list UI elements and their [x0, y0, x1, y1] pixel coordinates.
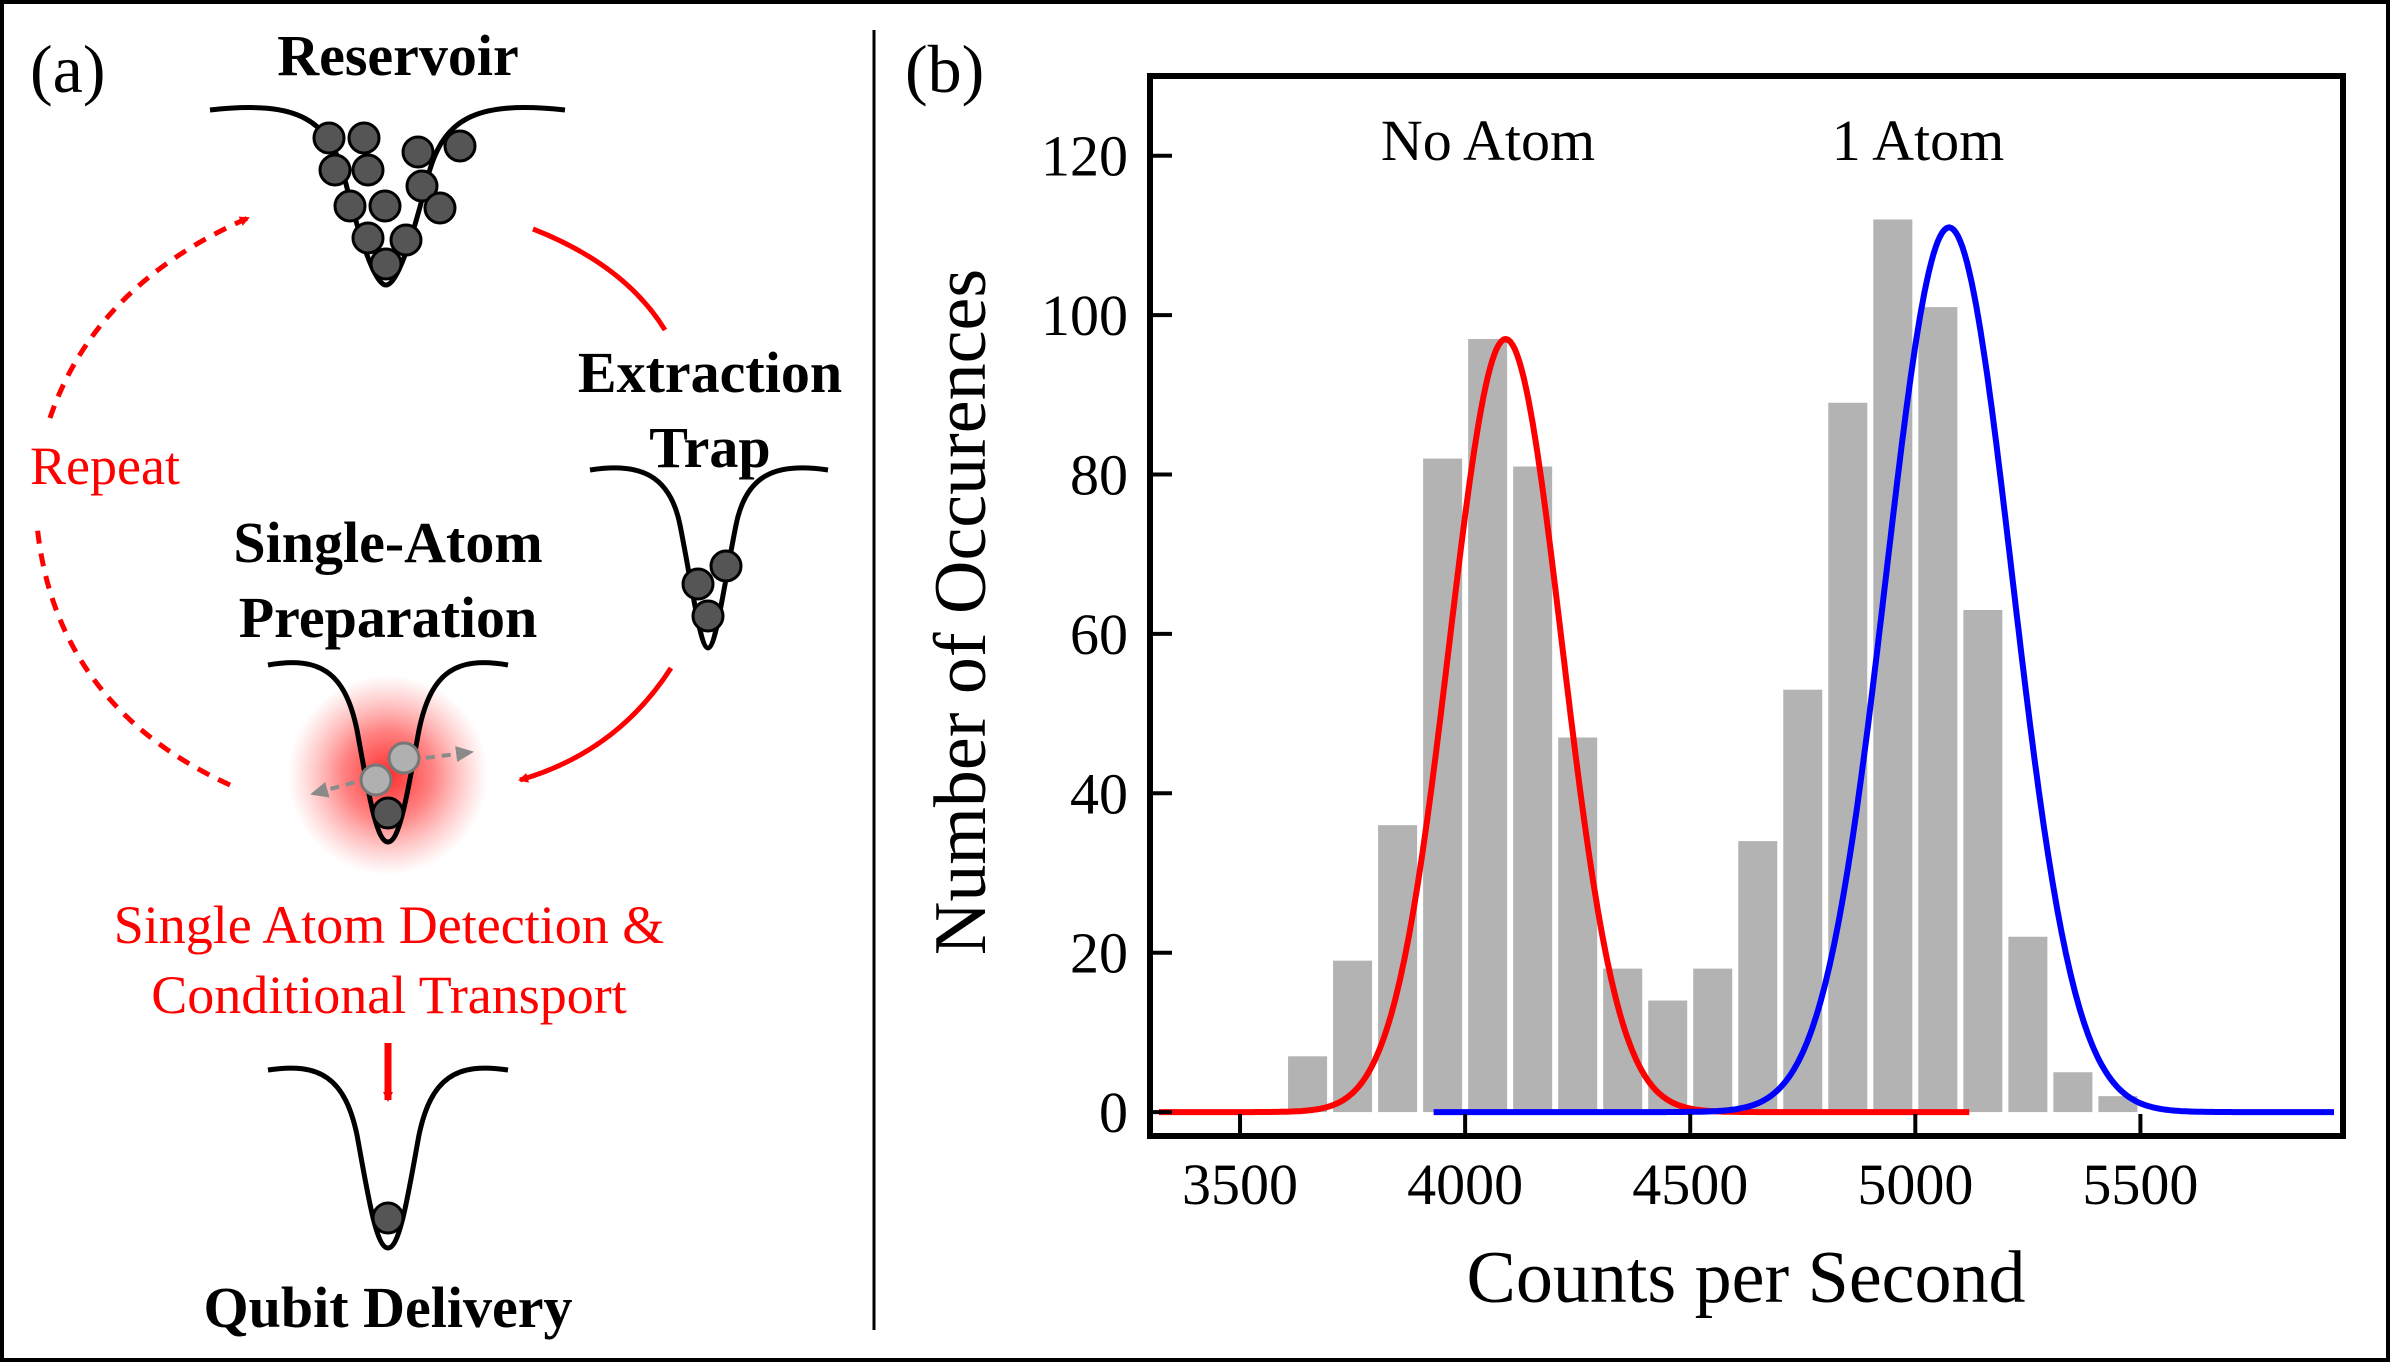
fit-curve-no-atom: [1159, 335, 1970, 1116]
histogram-bar: [1333, 960, 1373, 1113]
histogram-bar: [2098, 1096, 2138, 1113]
histogram-bar: [1288, 1056, 1328, 1113]
extraction-label-2: Trap: [649, 415, 770, 480]
histogram-bar: [1558, 737, 1598, 1113]
reservoir-atom: [443, 129, 477, 163]
atom-ghost-left: [359, 763, 393, 797]
plot-frame: [1147, 73, 2346, 1139]
delivery-label: Qubit Delivery: [204, 1275, 573, 1340]
reservoir-atom: [369, 247, 403, 281]
arrow-extraction-to-preparation: [518, 666, 674, 783]
reservoir-atom: [318, 153, 352, 187]
reservoir-atom: [423, 191, 457, 225]
reservoir-atoms: [312, 121, 477, 281]
x-tick-label: 4000: [1407, 1152, 1523, 1217]
histogram-bar: [1828, 402, 1868, 1113]
detection-label-2: Conditional Transport: [151, 965, 627, 1025]
y-tick-label: 20: [1070, 921, 1128, 986]
y-tick-label: 80: [1070, 442, 1128, 507]
annotation-one-atom: 1 Atom: [1832, 108, 2004, 173]
preparation-label-2: Preparation: [239, 585, 538, 650]
delivery-trap-curve: [267, 1065, 509, 1251]
reservoir-atom: [347, 121, 381, 155]
extraction-trap-curve: [589, 465, 829, 651]
reservoir-atom: [351, 153, 385, 187]
fit-curve-1-atom: [1433, 224, 2334, 1116]
histogram-bar: [1963, 609, 2003, 1113]
histogram-bar: [2008, 936, 2048, 1113]
y-tick-label: 40: [1070, 761, 1128, 826]
arrow-repeat: [34, 524, 232, 788]
arrow-reservoir-to-extraction: [532, 226, 668, 332]
reservoir-label: Reservoir: [277, 23, 519, 88]
extraction-atom: [709, 549, 743, 583]
histogram-bar: [1513, 466, 1553, 1113]
panel-a: (a) Reservoir Extraction Trap: [30, 23, 842, 1340]
histogram-bar: [1648, 1000, 1688, 1113]
reservoir-atom: [389, 223, 423, 257]
y-tick-label: 120: [1041, 124, 1128, 189]
arrow-repeat-top: [47, 215, 250, 419]
motion-arrow-left: [310, 776, 371, 798]
reservoir-atom: [312, 121, 346, 155]
histogram-bar: [1783, 689, 1823, 1113]
reservoir-atom: [405, 169, 439, 203]
histogram-bar: [2053, 1072, 2093, 1113]
y-axis-label: Number of Occurences: [920, 269, 1002, 955]
x-tick-label: 4500: [1632, 1152, 1748, 1217]
y-tick-label: 0: [1099, 1080, 1128, 1145]
histogram-bar: [1873, 219, 1913, 1113]
histogram-bar: [1378, 825, 1418, 1113]
extraction-atoms: [681, 549, 743, 633]
x-axis-label: Counts per Second: [1466, 1237, 2025, 1319]
reservoir-atom: [333, 189, 367, 223]
reservoir-atom: [368, 189, 402, 223]
panel-b: (b) 0 20 40 60 80 100 120 3500 4000 4500 5000 5500…: [905, 31, 2346, 1319]
histogram-bar: [1918, 307, 1958, 1113]
atom-motion-arrows: [310, 746, 474, 798]
y-tick-label: 60: [1070, 602, 1128, 667]
x-tick-label: 5500: [2082, 1152, 2198, 1217]
atom-ghost-right: [387, 741, 421, 775]
histogram-bars: [1288, 219, 2138, 1113]
panel-a-label: (a): [30, 31, 105, 107]
detection-label-1: Single Atom Detection &: [114, 895, 664, 955]
delivered-atom: [371, 1201, 405, 1235]
x-axis-ticks: 3500 4000 4500 5000 5500: [1182, 1114, 2198, 1217]
prepared-atom: [371, 796, 405, 830]
x-tick-label: 3500: [1182, 1152, 1298, 1217]
histogram-bar: [1603, 968, 1643, 1113]
repeat-label: Repeat: [30, 436, 180, 496]
extraction-atom: [681, 567, 715, 601]
annotation-no-atom: No Atom: [1381, 108, 1595, 173]
preparation-label-1: Single-Atom: [233, 510, 542, 575]
reservoir-atom: [401, 135, 435, 169]
preparation-trap-curve: [267, 660, 509, 845]
histogram-bar: [1738, 841, 1778, 1113]
fit-curves: [1159, 224, 2334, 1116]
x-tick-label: 5000: [1857, 1152, 1973, 1217]
y-axis-ticks: 0 20 40 60 80 100 120: [1041, 124, 1172, 1145]
extraction-atom: [691, 599, 725, 633]
y-tick-label: 100: [1041, 283, 1128, 348]
reservoir-atom: [351, 221, 385, 255]
panel-b-label: (b): [905, 31, 984, 107]
motion-arrow-right: [409, 746, 474, 762]
histogram-bar: [1693, 968, 1733, 1113]
extraction-label-1: Extraction: [578, 340, 842, 405]
